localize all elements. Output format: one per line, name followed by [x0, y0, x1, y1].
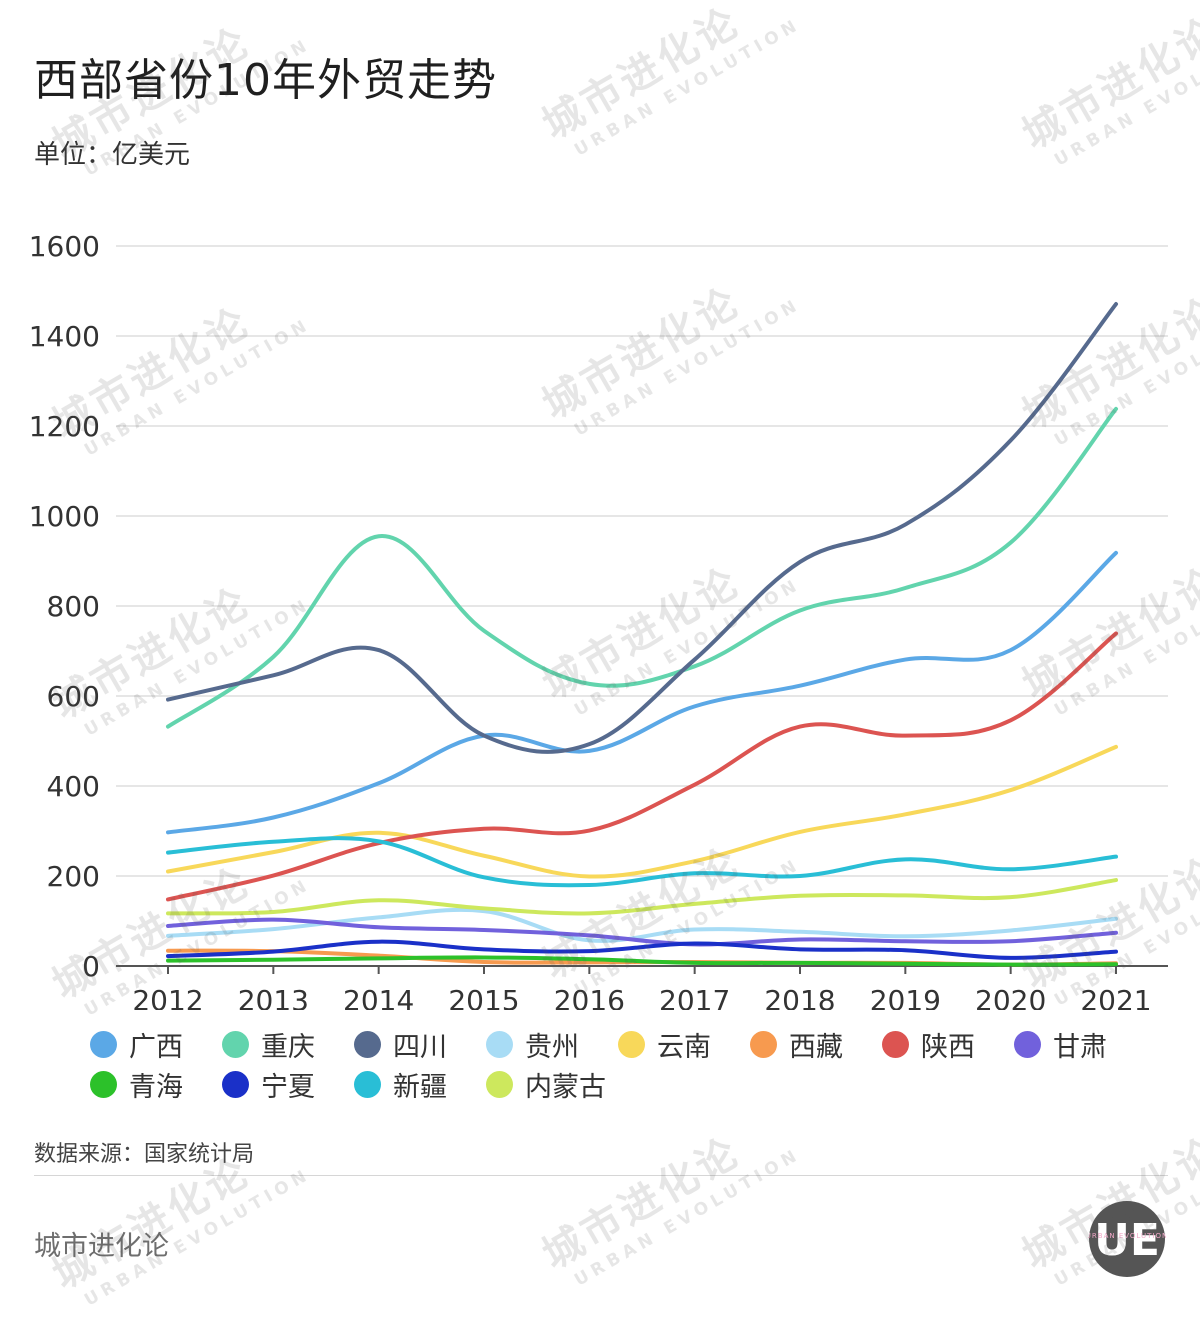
- legend-swatch: [618, 1030, 645, 1058]
- legend-item[interactable]: 云南: [618, 1028, 750, 1063]
- y-tick-label: 0: [82, 950, 100, 983]
- legend-swatch: [90, 1030, 117, 1058]
- watermark-en: URBAN EVOLUTION: [571, 14, 805, 161]
- legend-item[interactable]: 陕西: [882, 1028, 1014, 1063]
- legend-swatch: [90, 1070, 117, 1098]
- legend-item[interactable]: 西藏: [750, 1028, 882, 1063]
- legend-item[interactable]: 青海: [90, 1068, 222, 1103]
- y-tick-label: 800: [47, 590, 100, 623]
- y-tick-label: 1000: [29, 500, 100, 533]
- data-source: 数据来源：国家统计局: [34, 1142, 255, 1167]
- y-tick-label: 1200: [29, 410, 100, 443]
- grid-lines: [116, 245, 1168, 967]
- series-line: [166, 917, 1118, 947]
- legend-label: 广西: [129, 1031, 183, 1063]
- legend-item[interactable]: 广西: [90, 1028, 222, 1063]
- legend-label: 贵州: [525, 1031, 579, 1063]
- x-axis: 2012 2013 2014 2015 2016 2017 2018 2019 2020 2021: [132, 966, 1152, 1010]
- legend-swatch: [486, 1070, 513, 1098]
- y-tick-label: 1400: [29, 320, 100, 353]
- series-line: [166, 907, 1118, 943]
- logo-initials: UE: [1094, 1215, 1160, 1266]
- series-line: [166, 406, 1118, 729]
- watermark-en: URBAN EVOLUTION: [571, 1144, 805, 1291]
- brand-name: 城市进化论: [34, 1231, 169, 1262]
- legend-swatch: [750, 1030, 777, 1058]
- legend-label: 四川: [393, 1031, 447, 1063]
- legend: 广西 重庆 四川 贵州 云南 西藏 陕西 甘肃青海 宁夏 新疆 内蒙古: [90, 1028, 1150, 1103]
- legend-label: 西藏: [789, 1031, 843, 1063]
- x-tick-label: 2015: [448, 984, 519, 1010]
- legend-swatch: [354, 1030, 381, 1058]
- brand-logo: UE URBAN EVOLUTION: [1088, 1201, 1166, 1277]
- series-line: [166, 302, 1118, 754]
- y-axis: 0 200 400 600 800 1000 1200 1400 1600: [29, 230, 100, 983]
- logo-ring-text: URBAN EVOLUTION: [1088, 1232, 1166, 1240]
- x-tick-label: 2013: [238, 984, 309, 1010]
- watermark-cn: 城市进化论: [535, 0, 749, 149]
- series-line: [166, 878, 1118, 916]
- x-tick-label: 2016: [554, 984, 625, 1010]
- watermark-en: URBAN EVOLUTION: [1051, 24, 1200, 171]
- legend-swatch: [222, 1030, 249, 1058]
- x-tick-label: 2012: [132, 984, 203, 1010]
- legend-label: 重庆: [261, 1031, 315, 1063]
- y-tick-label: 1600: [29, 230, 100, 263]
- series-line: [166, 955, 1118, 967]
- legend-label: 宁夏: [261, 1071, 315, 1103]
- legend-label: 陕西: [921, 1031, 975, 1063]
- legend-item[interactable]: 新疆: [354, 1068, 486, 1103]
- legend-swatch: [222, 1070, 249, 1098]
- x-tick-label: 2018: [764, 984, 835, 1010]
- legend-item[interactable]: 甘肃: [1014, 1028, 1146, 1063]
- y-tick-label: 200: [47, 860, 100, 893]
- legend-item[interactable]: 重庆: [222, 1028, 354, 1063]
- legend-swatch: [486, 1030, 513, 1058]
- x-tick-label: 2021: [1080, 984, 1151, 1010]
- footer-divider: [34, 1175, 1168, 1176]
- series-line: [166, 939, 1118, 960]
- x-tick-label: 2014: [343, 984, 414, 1010]
- series-lines: [166, 302, 1118, 967]
- legend-label: 甘肃: [1053, 1031, 1107, 1063]
- unit-label: 单位：亿美元: [34, 140, 191, 170]
- legend-swatch: [354, 1070, 381, 1098]
- legend-label: 新疆: [393, 1071, 447, 1103]
- legend-item[interactable]: 内蒙古: [486, 1068, 618, 1103]
- legend-item[interactable]: 贵州: [486, 1028, 618, 1063]
- x-tick-label: 2017: [659, 984, 730, 1010]
- y-tick-label: 400: [47, 770, 100, 803]
- legend-label: 青海: [129, 1071, 183, 1103]
- page-title: 西部省份10年外贸走势: [34, 55, 497, 106]
- watermark-cn: 城市进化论: [535, 1128, 749, 1279]
- y-tick-label: 600: [47, 680, 100, 713]
- x-tick-label: 2019: [870, 984, 941, 1010]
- legend-swatch: [1014, 1030, 1041, 1058]
- legend-item[interactable]: 四川: [354, 1028, 486, 1063]
- series-line: [166, 631, 1118, 902]
- series-line: [166, 836, 1118, 888]
- logo-circle: [1089, 1201, 1165, 1277]
- series-line: [166, 550, 1118, 835]
- legend-swatch: [882, 1030, 909, 1058]
- x-tick-label: 2020: [975, 984, 1046, 1010]
- legend-item[interactable]: 宁夏: [222, 1068, 354, 1103]
- legend-label: 云南: [657, 1031, 711, 1063]
- legend-label: 内蒙古: [525, 1071, 606, 1103]
- watermark-cn: 城市进化论: [1015, 8, 1200, 159]
